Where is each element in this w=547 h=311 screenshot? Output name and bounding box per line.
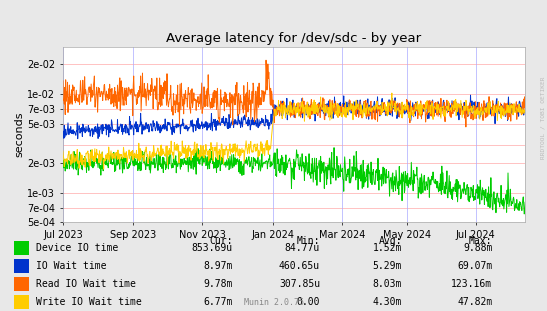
Text: Device IO time: Device IO time: [36, 243, 118, 253]
Bar: [14, 259, 29, 273]
Text: 0.00: 0.00: [296, 297, 320, 307]
Text: RRDTOOL / TOBI OETIKER: RRDTOOL / TOBI OETIKER: [541, 77, 546, 160]
Text: 6.77m: 6.77m: [203, 297, 232, 307]
Text: 853.69u: 853.69u: [191, 243, 232, 253]
Text: 8.97m: 8.97m: [203, 261, 232, 271]
Text: 9.78m: 9.78m: [203, 279, 232, 289]
Text: 5.29m: 5.29m: [373, 261, 402, 271]
Text: 4.30m: 4.30m: [373, 297, 402, 307]
Text: Min:: Min:: [296, 236, 320, 246]
Text: 307.85u: 307.85u: [279, 279, 320, 289]
Bar: [14, 277, 29, 291]
Text: Avg:: Avg:: [379, 236, 402, 246]
Text: Read IO Wait time: Read IO Wait time: [36, 279, 136, 289]
Text: Cur:: Cur:: [209, 236, 232, 246]
Bar: [14, 295, 29, 309]
Text: 69.07m: 69.07m: [457, 261, 492, 271]
Title: Average latency for /dev/sdc - by year: Average latency for /dev/sdc - by year: [166, 32, 422, 45]
Y-axis label: seconds: seconds: [14, 112, 25, 157]
Text: 123.16m: 123.16m: [451, 279, 492, 289]
Bar: [14, 241, 29, 255]
Text: 9.88m: 9.88m: [463, 243, 492, 253]
Text: 47.82m: 47.82m: [457, 297, 492, 307]
Text: Max:: Max:: [469, 236, 492, 246]
Text: 1.52m: 1.52m: [373, 243, 402, 253]
Text: 460.65u: 460.65u: [279, 261, 320, 271]
Text: IO Wait time: IO Wait time: [36, 261, 106, 271]
Text: Munin 2.0.75: Munin 2.0.75: [243, 298, 304, 307]
Text: 8.03m: 8.03m: [373, 279, 402, 289]
Text: 84.77u: 84.77u: [285, 243, 320, 253]
Text: Write IO Wait time: Write IO Wait time: [36, 297, 141, 307]
